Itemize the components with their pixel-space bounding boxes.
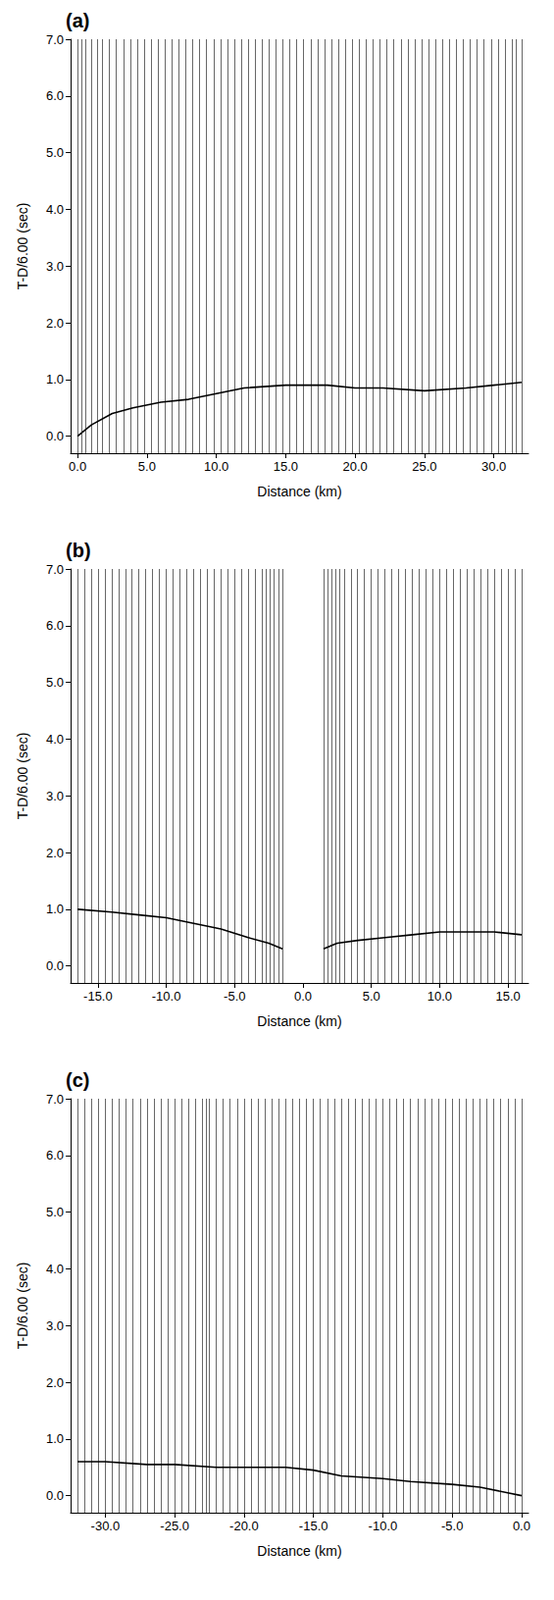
svg-text:(c): (c) [65,1068,90,1091]
svg-text:0.0: 0.0 [512,1517,531,1533]
svg-text:-30.0: -30.0 [91,1517,121,1533]
svg-text:Distance (km): Distance (km) [256,1542,342,1559]
svg-text:6.0: 6.0 [46,617,64,633]
svg-text:15.0: 15.0 [273,458,299,474]
svg-text:(b): (b) [65,539,92,561]
svg-text:3.0: 3.0 [46,788,64,804]
svg-text:T-D/6.00 (sec): T-D/6.00 (sec) [14,732,31,820]
svg-text:1.0: 1.0 [46,1430,64,1446]
svg-text:5.0: 5.0 [46,1204,64,1219]
svg-text:-5.0: -5.0 [223,988,246,1004]
svg-text:7.0: 7.0 [46,1091,64,1107]
svg-text:3.0: 3.0 [46,258,64,274]
svg-text:5.0: 5.0 [46,145,64,160]
svg-text:20.0: 20.0 [342,458,367,474]
svg-text:2.0: 2.0 [46,845,64,860]
svg-text:6.0: 6.0 [46,88,64,103]
svg-text:3.0: 3.0 [46,1317,64,1333]
svg-text:5.0: 5.0 [138,458,156,474]
svg-text:-25.0: -25.0 [159,1517,190,1533]
svg-text:10.0: 10.0 [427,988,453,1004]
svg-text:4.0: 4.0 [46,1260,64,1276]
svg-text:T-D/6.00 (sec): T-D/6.00 (sec) [14,202,31,291]
svg-text:-20.0: -20.0 [229,1517,259,1533]
svg-text:-10.0: -10.0 [368,1517,399,1533]
svg-text:15.0: 15.0 [495,988,520,1004]
svg-text:0.0: 0.0 [46,1487,64,1503]
svg-text:4.0: 4.0 [46,731,64,747]
svg-text:0.0: 0.0 [294,988,312,1004]
svg-text:7.0: 7.0 [46,32,64,48]
svg-text:25.0: 25.0 [411,458,437,474]
svg-text:0.0: 0.0 [46,957,64,973]
svg-text:4.0: 4.0 [46,201,64,217]
svg-text:6.0: 6.0 [46,1147,64,1162]
svg-text:-10.0: -10.0 [151,988,182,1004]
svg-text:7.0: 7.0 [46,561,64,577]
svg-text:5.0: 5.0 [46,674,64,690]
svg-text:1.0: 1.0 [46,371,64,387]
svg-text:2.0: 2.0 [46,1374,64,1390]
svg-text:5.0: 5.0 [362,988,381,1004]
svg-text:(a): (a) [65,9,90,32]
svg-text:0.0: 0.0 [46,428,64,444]
svg-text:30.0: 30.0 [481,458,506,474]
svg-text:0.0: 0.0 [68,458,87,474]
svg-text:2.0: 2.0 [46,315,64,331]
svg-text:1.0: 1.0 [46,901,64,916]
svg-text:Distance (km): Distance (km) [256,1012,342,1029]
svg-text:10.0: 10.0 [203,458,229,474]
svg-text:-5.0: -5.0 [441,1517,463,1533]
svg-text:T-D/6.00 (sec): T-D/6.00 (sec) [14,1261,31,1350]
svg-text:-15.0: -15.0 [299,1517,329,1533]
svg-text:-15.0: -15.0 [83,988,113,1004]
svg-text:Distance (km): Distance (km) [256,483,342,500]
